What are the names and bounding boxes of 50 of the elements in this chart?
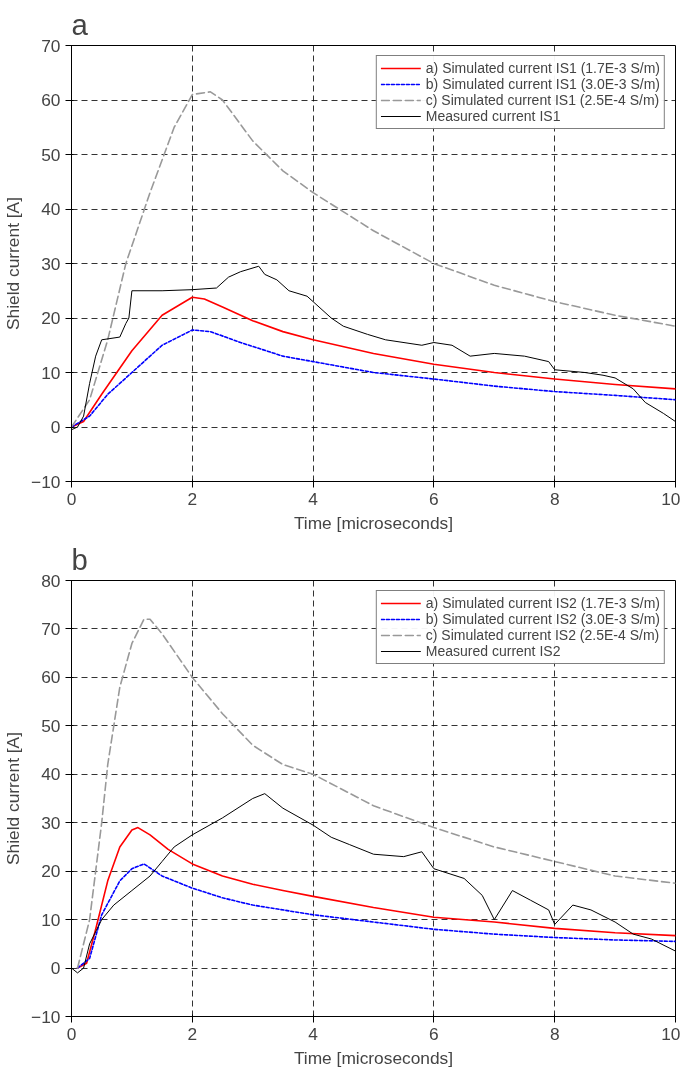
y-tick-label: 10 — [41, 909, 61, 930]
legend-label: c) Simulated current IS2 (2.5E-4 S/m) — [425, 627, 660, 643]
y-tick-label: 60 — [41, 90, 61, 110]
y-axis-title: Shield current [A] — [3, 197, 24, 330]
y-tick-label: 20 — [41, 308, 61, 328]
x-tick-label: 10 — [661, 1023, 681, 1044]
legend-label: b) Simulated current IS1 (3.0E-3 S/m) — [425, 76, 660, 92]
y-tick-label: 50 — [41, 715, 61, 736]
line-series — [76, 826, 676, 969]
line-series — [71, 296, 676, 428]
x-tick-label: 2 — [187, 1023, 198, 1044]
y-tick-label: 50 — [41, 144, 61, 165]
line-series — [76, 863, 676, 969]
y-tick-label: −10 — [31, 471, 61, 492]
x-axis-title: Time [microseconds] — [293, 1047, 454, 1068]
y-axis-title: Shield current [A] — [3, 732, 24, 865]
legend-label: c) Simulated current IS1 (2.5E-4 S/m) — [425, 92, 660, 108]
chart-title: b — [71, 542, 88, 576]
line-series — [71, 91, 676, 428]
y-tick-label: 80 — [41, 570, 61, 591]
y-tick-label: 70 — [41, 618, 61, 639]
y-tick-label: 60 — [41, 667, 61, 688]
legend-label: Measured current IS1 — [425, 108, 561, 124]
x-tick-label: 6 — [429, 1023, 439, 1044]
y-tick-label: 0 — [50, 958, 61, 979]
x-tick-label: 4 — [308, 488, 319, 509]
legend-label: a) Simulated current IS2 (1.7E-3 S/m) — [425, 595, 660, 611]
y-tick-label: 0 — [50, 417, 61, 437]
legend-label: b) Simulated current IS2 (3.0E-3 S/m) — [425, 611, 660, 627]
x-tick-label: 0 — [66, 1023, 77, 1044]
x-tick-label: 2 — [187, 488, 198, 509]
y-tick-label: 30 — [41, 253, 61, 274]
x-tick-label: 10 — [661, 488, 681, 509]
y-tick-label: 10 — [41, 362, 61, 383]
y-tick-label: 20 — [41, 861, 61, 882]
y-tick-label: 40 — [41, 764, 61, 785]
x-tick-label: 0 — [66, 488, 77, 509]
x-axis-title: Time [microseconds] — [293, 512, 454, 533]
line-series — [71, 329, 676, 428]
x-tick-label: 8 — [549, 1023, 560, 1044]
chart-title: a — [71, 7, 89, 41]
y-tick-label: 40 — [41, 199, 61, 219]
y-tick-label: 70 — [41, 35, 61, 56]
y-tick-label: 30 — [41, 812, 61, 833]
legend-label: a) Simulated current IS1 (1.7E-3 S/m) — [425, 60, 660, 76]
x-tick-label: 8 — [549, 488, 560, 509]
y-tick-label: −10 — [31, 1006, 61, 1027]
legend-label: Measured current IS2 — [425, 643, 561, 659]
x-tick-label: 4 — [308, 1023, 319, 1044]
x-tick-label: 6 — [429, 488, 439, 509]
